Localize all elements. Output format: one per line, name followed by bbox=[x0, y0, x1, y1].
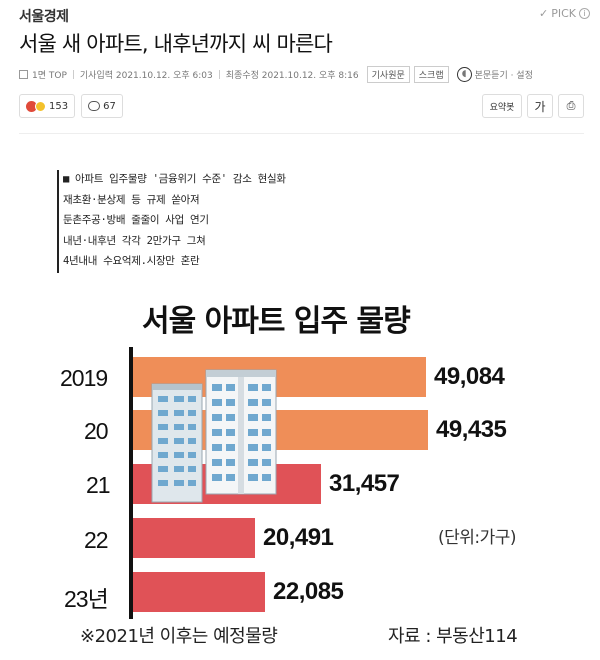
emotion-button[interactable]: 153 bbox=[19, 94, 76, 118]
subhead-line: ■ 아파트 입주물량 '금융위기 수준' 감소 현실화 bbox=[63, 173, 286, 185]
comment-button[interactable]: 67 bbox=[81, 94, 123, 118]
subhead-line: 재초환·분상제 등 규제 쏟아져 bbox=[63, 193, 200, 206]
subhead-line: 내년·내후년 각각 2만가구 그쳐 bbox=[63, 234, 206, 247]
angry-emoji-icon bbox=[26, 100, 37, 112]
value-label: 31,457 bbox=[329, 470, 400, 497]
font-size-button[interactable]: 가 bbox=[527, 94, 553, 118]
subhead-line: 둔촌주공·방배 줄줄이 사업 연기 bbox=[63, 214, 209, 226]
article-tools: 요약봇 가 ⎙ bbox=[482, 94, 584, 118]
comment-bubble-icon bbox=[88, 101, 101, 111]
article-headline: 서울 새 아파트, 내후년까지 씨 마른다 bbox=[19, 32, 333, 56]
category-label: 22 bbox=[84, 527, 109, 553]
print-button[interactable]: ⎙ bbox=[558, 94, 584, 118]
speaker-icon[interactable]: ◖ bbox=[456, 66, 472, 82]
bar bbox=[133, 518, 255, 558]
sad-emoji-icon bbox=[35, 100, 46, 112]
pick-label: PICK bbox=[551, 7, 576, 20]
article-meta: 1면 TOP 기사입력 2021.10.12. 오후 6:03 최종수정 202… bbox=[19, 65, 533, 83]
pick-badge[interactable]: ✓ PICK i bbox=[539, 7, 590, 20]
category-label: 23년 bbox=[64, 586, 109, 612]
published-time: 기사입력 2021.10.12. 오후 6:03 bbox=[79, 70, 213, 81]
divider bbox=[218, 69, 220, 79]
subhead-line: 4년내내 수요억제.시장만 혼란 bbox=[63, 255, 200, 267]
modified-time: 최종수정 2021.10.12. 오후 8:16 bbox=[225, 70, 359, 81]
header-divider bbox=[19, 133, 584, 134]
value-label: 49,435 bbox=[436, 416, 507, 443]
press-name[interactable]: 서울경제 bbox=[19, 9, 69, 25]
summary-bot-button[interactable]: 요약봇 bbox=[482, 94, 522, 118]
chart-source: 자료 : 부동산114 bbox=[388, 626, 518, 647]
divider bbox=[72, 69, 74, 79]
section-label: 1면 TOP bbox=[32, 70, 67, 81]
category-label: 20 bbox=[84, 418, 109, 444]
chart-title: 서울 아파트 입주 물량 bbox=[142, 304, 411, 339]
category-label: 2019 bbox=[60, 365, 108, 391]
chart-footnote: ※2021년 이후는 예정물량 bbox=[80, 626, 278, 647]
tts-settings[interactable]: 본문듣기 · 설정 bbox=[474, 70, 533, 81]
value-label: 49,084 bbox=[434, 363, 505, 390]
comment-count: 67 bbox=[103, 100, 116, 112]
scrap-button[interactable]: 스크랩 bbox=[413, 65, 449, 83]
chart-unit: (단위:가구) bbox=[438, 528, 517, 548]
value-label: 22,085 bbox=[273, 578, 344, 605]
check-icon: ✓ bbox=[539, 7, 549, 20]
info-icon[interactable]: i bbox=[579, 8, 590, 19]
chart-y-axis bbox=[129, 347, 133, 619]
bar bbox=[133, 572, 265, 612]
category-label: 21 bbox=[86, 472, 111, 498]
reaction-bar: 153 67 bbox=[19, 94, 123, 118]
apartment-building-icon bbox=[151, 369, 277, 503]
value-label: 20,491 bbox=[263, 524, 334, 551]
newspaper-icon bbox=[19, 69, 28, 79]
article-subheads: ■ 아파트 입주물량 '금융위기 수준' 감소 현실화 재초환·분상제 등 규제… bbox=[57, 170, 286, 273]
emotion-count: 153 bbox=[49, 100, 69, 112]
original-article-button[interactable]: 기사원문 bbox=[366, 65, 410, 83]
